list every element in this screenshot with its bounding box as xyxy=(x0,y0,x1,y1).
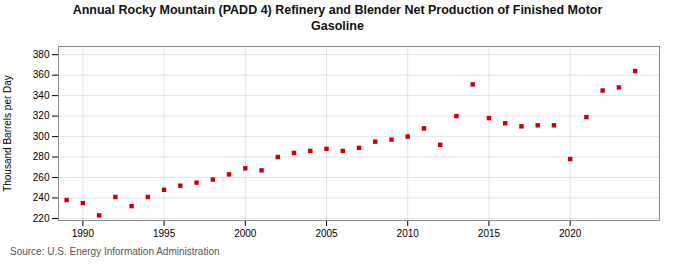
svg-text:1995: 1995 xyxy=(153,228,176,239)
svg-text:2010: 2010 xyxy=(397,228,420,239)
svg-text:340: 340 xyxy=(33,90,50,101)
svg-text:Thousand Barrels per Day: Thousand Barrels per Day xyxy=(2,75,13,192)
svg-text:1990: 1990 xyxy=(72,228,95,239)
svg-text:2005: 2005 xyxy=(315,228,338,239)
svg-text:360: 360 xyxy=(33,70,50,81)
svg-text:300: 300 xyxy=(33,131,50,142)
svg-text:240: 240 xyxy=(33,192,50,203)
svg-text:280: 280 xyxy=(33,151,50,162)
svg-text:220: 220 xyxy=(33,213,50,224)
svg-text:2000: 2000 xyxy=(234,228,257,239)
html-text:Source: U.S. Energy Informatio: Source: U.S. Energy Information Administ… xyxy=(10,246,220,258)
html-text:Annual Rocky Mountain (PADD 4): Annual Rocky Mountain (PADD 4) Refinery … xyxy=(72,3,603,33)
svg-text:380: 380 xyxy=(33,49,50,60)
svg-text:2015: 2015 xyxy=(478,228,501,239)
svg-text:320: 320 xyxy=(33,111,50,122)
svg-text:260: 260 xyxy=(33,172,50,183)
svg-text:2020: 2020 xyxy=(559,228,582,239)
